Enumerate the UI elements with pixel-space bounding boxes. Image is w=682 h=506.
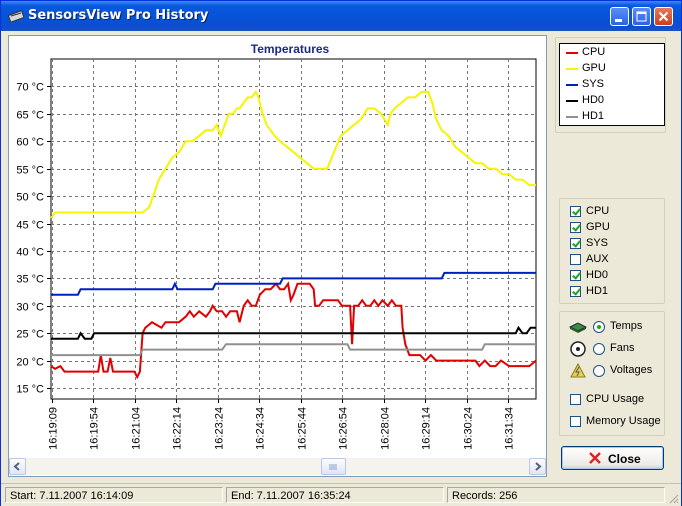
sensors-group: CPU GPU SYS AUX HD0 HD1 — [559, 198, 665, 304]
checkbox[interactable] — [570, 416, 581, 427]
maximize-button[interactable] — [632, 7, 651, 26]
legend-label: HD0 — [582, 94, 605, 106]
minimize-icon — [615, 19, 622, 22]
x-tick-label: 16:19:54 — [89, 407, 101, 450]
legend-swatch — [566, 52, 578, 54]
close-x-icon — [589, 452, 601, 464]
horizontal-scrollbar[interactable] — [9, 458, 546, 475]
app-icon — [8, 10, 24, 22]
resize-grip-icon[interactable] — [667, 492, 679, 504]
legend-label: GPU — [582, 62, 606, 74]
checkbox-label: GPU — [586, 221, 610, 233]
series-line-gpu — [50, 89, 536, 219]
legend: CPU GPU SYS HD0 HD1 — [559, 43, 665, 126]
legend-label: CPU — [582, 46, 606, 58]
series-line-cpu — [50, 281, 537, 380]
x-tick-label: 16:31:34 — [504, 407, 516, 450]
y-tick-label: 35 °C — [16, 274, 44, 286]
checkbox[interactable] — [570, 206, 581, 217]
legend-swatch — [566, 84, 578, 86]
close-button[interactable]: Close — [561, 446, 664, 470]
checkbox[interactable] — [570, 254, 581, 265]
checkbox[interactable] — [570, 394, 581, 405]
y-tick-label: 60 °C — [16, 137, 44, 149]
legend-swatch — [566, 100, 578, 102]
y-tick-label: 15 °C — [16, 384, 44, 396]
x-tick-label: 16:21:04 — [131, 407, 143, 450]
x-tick-label: 16:29:14 — [421, 407, 433, 450]
checkbox-label: HD0 — [586, 269, 609, 281]
view-group: Temps Fans Voltages CPU Usage Memory Usa… — [559, 311, 665, 436]
legend-swatch — [566, 116, 578, 118]
scroll-right-button[interactable] — [529, 458, 546, 475]
y-tick-label: 65 °C — [16, 110, 44, 122]
plot-area — [50, 58, 537, 400]
title-bar[interactable]: SensorsView Pro History — [1, 1, 681, 31]
legend-swatch — [566, 68, 578, 70]
window-title: SensorsView Pro History — [28, 8, 209, 23]
checkbox[interactable] — [570, 222, 581, 233]
radio-label: Voltages — [610, 364, 653, 376]
y-tick-label: 70 °C — [16, 82, 44, 94]
close-window-button[interactable] — [654, 7, 673, 26]
series-line-hd0 — [51, 325, 536, 340]
checkbox-label: CPU — [586, 205, 610, 217]
minimize-button[interactable] — [610, 7, 629, 26]
x-tick-label: 16:28:04 — [380, 407, 392, 450]
x-tick-label: 16:25:44 — [297, 407, 309, 450]
x-tick-label: 16:22:14 — [172, 407, 184, 450]
chevron-left-icon — [13, 462, 20, 471]
scroll-thumb[interactable] — [321, 458, 346, 475]
x-tick-label: 16:30:24 — [463, 407, 475, 450]
maximize-icon — [636, 11, 647, 22]
x-tick-label: 16:24:34 — [255, 407, 267, 450]
y-tick-label: 40 °C — [16, 247, 44, 259]
temperature-chart: Temperatures 15 °C 20 °C 25 °C 30 °C 35 °C 40 … — [16, 42, 537, 450]
checkbox-label: Memory Usage — [586, 415, 661, 427]
x-tick-label: 16:19:09 — [48, 407, 60, 450]
chevron-right-icon — [535, 462, 542, 471]
y-tick-label: 25 °C — [16, 329, 44, 341]
checkbox[interactable] — [570, 270, 581, 281]
grip-lines-icon — [329, 464, 337, 470]
status-bar: Start: 7.11.2007 16:14:09 End: 7.11.2007… — [1, 483, 681, 506]
radio-button[interactable] — [593, 365, 605, 377]
series-line-hd1 — [51, 343, 536, 357]
status-end: End: 7.11.2007 16:35:24 — [226, 487, 444, 503]
checkbox[interactable] — [570, 238, 581, 249]
radio-button[interactable] — [593, 321, 605, 333]
y-tick-label: 50 °C — [16, 192, 44, 204]
y-tick-label: 30 °C — [16, 302, 44, 314]
fan-icon — [570, 341, 586, 357]
checkbox-label: CPU Usage — [586, 393, 645, 405]
x-tick-label: 16:23:24 — [214, 407, 226, 450]
chart-title: Temperatures — [251, 42, 330, 56]
checkbox-label: AUX — [586, 253, 609, 265]
radio-button[interactable] — [593, 343, 605, 355]
y-tick-label: 45 °C — [16, 220, 44, 232]
legend-label: SYS — [582, 78, 605, 90]
y-tick-label: 20 °C — [16, 357, 44, 369]
radio-label: Fans — [610, 342, 635, 354]
legend-group — [555, 37, 666, 133]
close-button-label: Close — [608, 452, 641, 466]
chart-panel: Temperatures 15 °C 20 °C 25 °C 30 °C 35 °C 40 … — [8, 35, 547, 477]
lightning-icon — [570, 363, 586, 378]
legend-label: HD1 — [582, 110, 605, 122]
scroll-left-button[interactable] — [9, 458, 26, 475]
status-records: Records: 256 — [447, 487, 665, 503]
checkbox-label: HD1 — [586, 285, 609, 297]
series-line-sys — [51, 271, 536, 296]
y-tick-label: 55 °C — [16, 165, 44, 177]
radio-label: Temps — [610, 320, 643, 332]
x-tick-label: 16:26:54 — [338, 407, 350, 450]
status-start: Start: 7.11.2007 16:14:09 — [5, 487, 223, 503]
checkbox[interactable] — [570, 286, 581, 297]
checkbox-label: SYS — [586, 237, 609, 249]
close-icon — [658, 11, 669, 22]
chip-icon — [569, 322, 587, 333]
